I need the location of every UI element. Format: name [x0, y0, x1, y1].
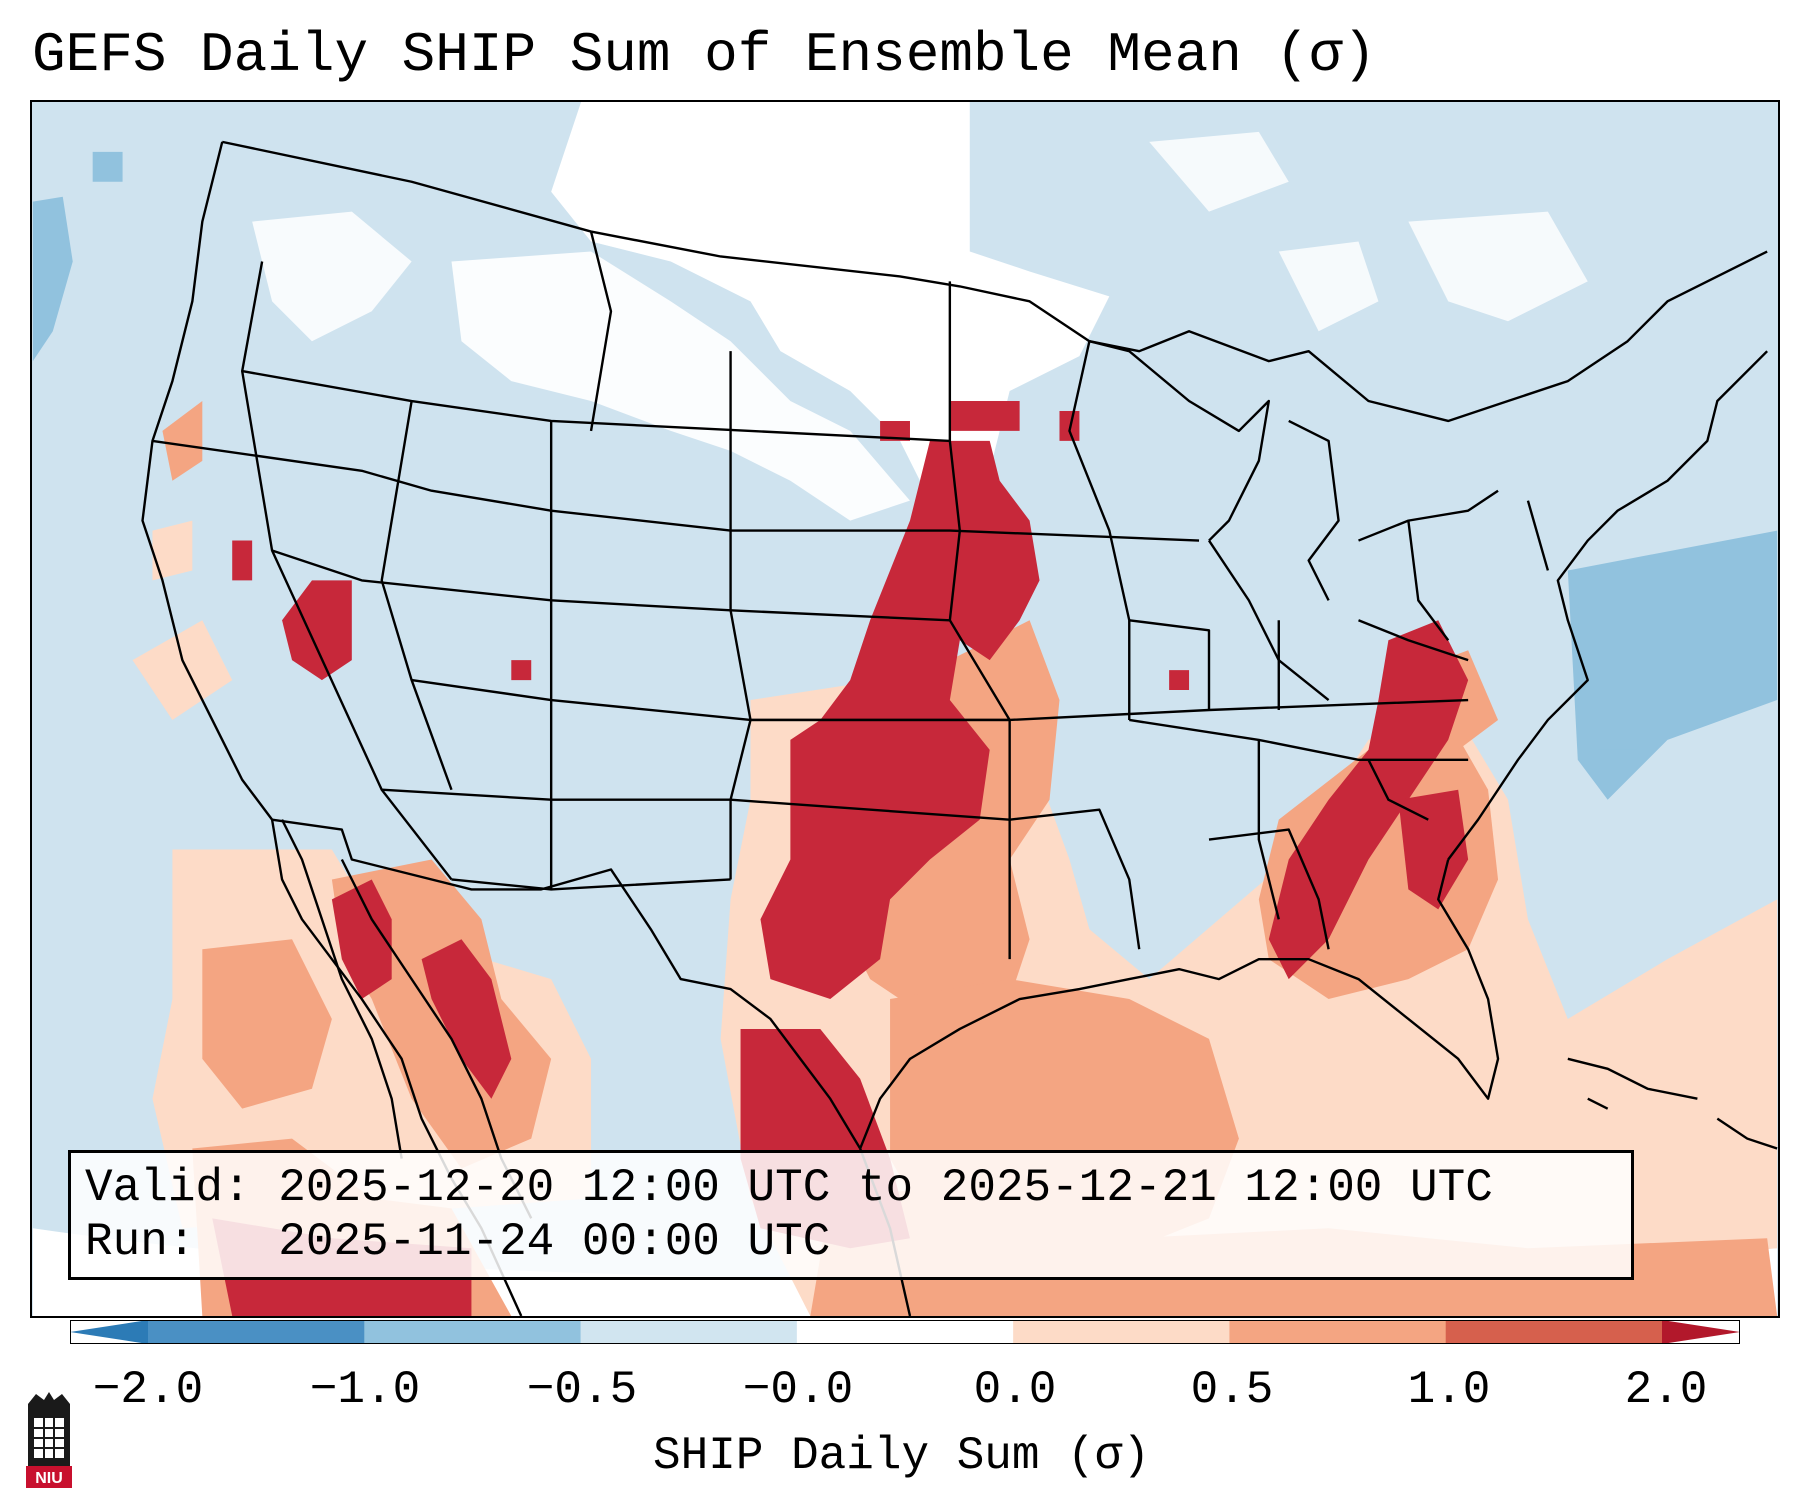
- colorbar-segment: [1013, 1320, 1230, 1344]
- colorbar-segment: [148, 1320, 365, 1344]
- colorbar-segment: [1229, 1320, 1447, 1344]
- valid-run-info-box: Valid: 2025-12-20 12:00 UTC to 2025-12-2…: [68, 1150, 1634, 1280]
- colorbar-tick: −2.0: [92, 1364, 204, 1416]
- colorbar-tick: −0.0: [742, 1364, 854, 1416]
- colorbar-segment: [580, 1320, 798, 1344]
- colorbar-tick: 0.5: [1190, 1364, 1274, 1416]
- negative-anomaly-patches: [32, 151, 1778, 800]
- colorbar-segment: [1445, 1320, 1663, 1344]
- colorbar-tick: 0.0: [973, 1364, 1057, 1416]
- map-svg: [32, 102, 1778, 1316]
- colorbar-segment: [364, 1320, 582, 1344]
- colorbar-segment: [796, 1320, 1014, 1344]
- colorbar-tick: 1.0: [1407, 1364, 1491, 1416]
- niu-university-logo: NIU: [26, 1392, 72, 1488]
- map-panel: [30, 100, 1780, 1318]
- map-title: GEFS Daily SHIP Sum of Ensemble Mean (σ): [32, 23, 1377, 87]
- colorbar-extend-high: [1662, 1320, 1740, 1344]
- colorbar-tick: 2.0: [1624, 1364, 1708, 1416]
- logo-text: NIU: [35, 1470, 63, 1487]
- colorbar-segments: [70, 1320, 1740, 1344]
- colorbar-tick-labels: −2.0 −1.0 −0.5 −0.0 0.0 0.5 1.0 2.0: [0, 1362, 1803, 1422]
- colorbar-extend-low: [70, 1320, 148, 1344]
- colorbar-tick: −0.5: [526, 1364, 638, 1416]
- colorbar: [70, 1320, 1740, 1344]
- run-time-line: Run: 2025-11-24 00:00 UTC: [85, 1216, 831, 1268]
- valid-time-line: Valid: 2025-12-20 12:00 UTC to 2025-12-2…: [85, 1162, 1493, 1214]
- colorbar-tick: −1.0: [309, 1364, 421, 1416]
- political-boundaries: [141, 140, 1769, 1316]
- caribbean-islands: [1567, 1057, 1778, 1150]
- colorbar-label: SHIP Daily Sum (σ): [653, 1430, 1150, 1482]
